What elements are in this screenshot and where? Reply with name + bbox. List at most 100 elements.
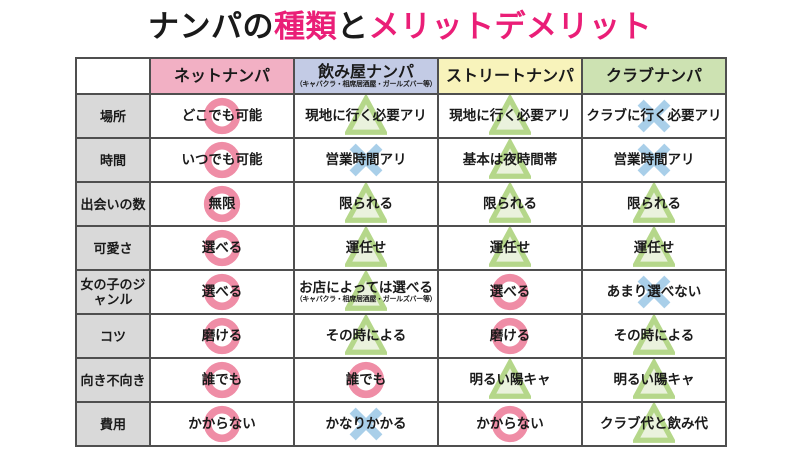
- table-cell: 営業時間アリ: [293, 137, 439, 183]
- cell-text: いつでも可能: [181, 152, 263, 167]
- table-cell: 運任せ: [581, 225, 727, 271]
- cell-text: 営業時間アリ: [325, 152, 407, 167]
- row-header: コツ: [75, 313, 151, 359]
- table-cell: 磨ける: [149, 313, 295, 359]
- table-cell: あまり選べない: [581, 269, 727, 315]
- rating-mark-icon: [489, 228, 531, 267]
- rating-mark-icon: [203, 141, 241, 179]
- rating-mark-icon: [203, 185, 241, 223]
- cell-text: 営業時間アリ: [613, 152, 695, 167]
- table-cell: 誰でも: [293, 357, 439, 403]
- cell-text: かからない: [188, 416, 256, 431]
- table-cell: 限られる: [581, 181, 727, 227]
- table-cell: 無限: [149, 181, 295, 227]
- rating-mark-icon: [345, 96, 387, 135]
- rating-mark-icon: [637, 275, 671, 309]
- comparison-table: ネットナンパ 飲み屋ナンパ （キャバクラ・相席居酒屋・ガールズバー等） ストリー…: [75, 57, 727, 447]
- table-cell: 選べる: [149, 225, 295, 271]
- cell-text: 運任せ: [345, 240, 387, 255]
- cell-text: 選べる: [201, 240, 243, 255]
- rating-mark-icon: [203, 273, 241, 311]
- rating-mark-icon: [489, 96, 531, 135]
- cell-text: 運任せ: [489, 240, 531, 255]
- cell-text: 限られる: [339, 196, 393, 211]
- rating-mark-icon: [633, 360, 675, 399]
- table-cell: 誰でも: [149, 357, 295, 403]
- table-cell: 選べる: [437, 269, 583, 315]
- table-cell: 限られる: [293, 181, 439, 227]
- rating-mark-icon: [345, 228, 387, 267]
- column-header-label: ネットナンパ: [173, 67, 270, 85]
- cell-text: 誰でも: [345, 372, 387, 387]
- rating-mark-icon: [637, 99, 671, 133]
- table-row: 時間 いつでも可能 営業時間アリ 基本は夜時間帯 営業時間アリ: [75, 137, 727, 183]
- cell-text: その時による: [325, 328, 407, 343]
- title-part: と: [337, 9, 369, 44]
- table-row: 場所 どこでも可能 現地に行く必要アリ 現地に行く必要アリ クラブに行く必要アリ: [75, 93, 727, 139]
- table-row: 女の子のジャンル 選べる お店によっては選べる （キャバクラ・相席居酒屋・ガールズ…: [75, 269, 727, 315]
- row-header: 向き不向き: [75, 357, 151, 403]
- cell-text: お店によっては選べる: [299, 280, 433, 295]
- column-header-nomiya: 飲み屋ナンパ （キャバクラ・相席居酒屋・ガールズバー等）: [293, 57, 439, 95]
- rating-mark-icon: [347, 361, 385, 399]
- column-header-net: ネットナンパ: [149, 57, 295, 95]
- table-cell: 運任せ: [293, 225, 439, 271]
- cell-text: 現地に行く必要アリ: [449, 108, 571, 123]
- table-cell: 明るい陽キャ: [581, 357, 727, 403]
- rating-mark-icon: [489, 140, 531, 179]
- row-header: 出会いの数: [75, 181, 151, 227]
- rating-mark-icon: [489, 360, 531, 399]
- table-cell: 営業時間アリ: [581, 137, 727, 183]
- title-part: ナンパの: [148, 9, 274, 44]
- cell-text: 磨ける: [201, 328, 243, 343]
- rating-mark-icon: [491, 317, 529, 355]
- cell-text: 明るい陽キャ: [613, 372, 695, 387]
- cell-text: かからない: [476, 416, 544, 431]
- cell-text: クラブに行く必要アリ: [586, 108, 722, 123]
- row-header: 女の子のジャンル: [75, 269, 151, 315]
- rating-mark-icon: [633, 184, 675, 223]
- cell-text: その時による: [613, 328, 695, 343]
- title-part-accent: 種類: [274, 9, 337, 44]
- table-header-row: ネットナンパ 飲み屋ナンパ （キャバクラ・相席居酒屋・ガールズバー等） ストリー…: [75, 57, 727, 95]
- row-header: 場所: [75, 93, 151, 139]
- cell-text: どこでも可能: [181, 108, 263, 123]
- row-header: 費用: [75, 401, 151, 447]
- rating-mark-icon: [633, 228, 675, 267]
- rating-mark-icon: [489, 184, 531, 223]
- cell-subtext: （キャバクラ・相席居酒屋・ガールズバー等）: [295, 296, 437, 303]
- cell-text: あまり選べない: [606, 284, 702, 299]
- table-cell: 明るい陽キャ: [437, 357, 583, 403]
- cell-text: かなりかかる: [325, 416, 407, 431]
- rating-mark-icon: [349, 143, 383, 177]
- rating-mark-icon: [637, 143, 671, 177]
- table-row: 費用 かからない かなりかかる かからない クラブ代と飲み代: [75, 401, 727, 447]
- table-cell: どこでも可能: [149, 93, 295, 139]
- rating-mark-icon: [203, 317, 241, 355]
- rating-mark-icon: [633, 316, 675, 355]
- table-row: 可愛さ 選べる 運任せ 運任せ 運任せ: [75, 225, 727, 271]
- cell-text: 現地に行く必要アリ: [305, 108, 427, 123]
- cell-text: 誰でも: [201, 372, 243, 387]
- row-header: 時間: [75, 137, 151, 183]
- cell-text: 基本は夜時間帯: [462, 152, 558, 167]
- cell-text: 限られる: [483, 196, 537, 211]
- table-cell: その時による: [581, 313, 727, 359]
- cell-text: 磨ける: [489, 328, 531, 343]
- column-header-subtitle: （キャバクラ・相席居酒屋・ガールズバー等）: [295, 80, 437, 88]
- table-cell: かなりかかる: [293, 401, 439, 447]
- table-cell: 限られる: [437, 181, 583, 227]
- rating-mark-icon: [345, 272, 387, 311]
- table-cell: クラブ代と飲み代: [581, 401, 727, 447]
- cell-text: 明るい陽キャ: [469, 372, 551, 387]
- cell-text: 無限: [208, 196, 236, 211]
- column-header-club: クラブナンパ: [581, 57, 727, 95]
- column-header-street: ストリートナンパ: [437, 57, 583, 95]
- column-header-label: クラブナンパ: [605, 67, 702, 85]
- table-cell: 磨ける: [437, 313, 583, 359]
- cell-text: 運任せ: [633, 240, 675, 255]
- cell-text: 選べる: [201, 284, 243, 299]
- table-cell: かからない: [437, 401, 583, 447]
- rating-mark-icon: [491, 405, 529, 443]
